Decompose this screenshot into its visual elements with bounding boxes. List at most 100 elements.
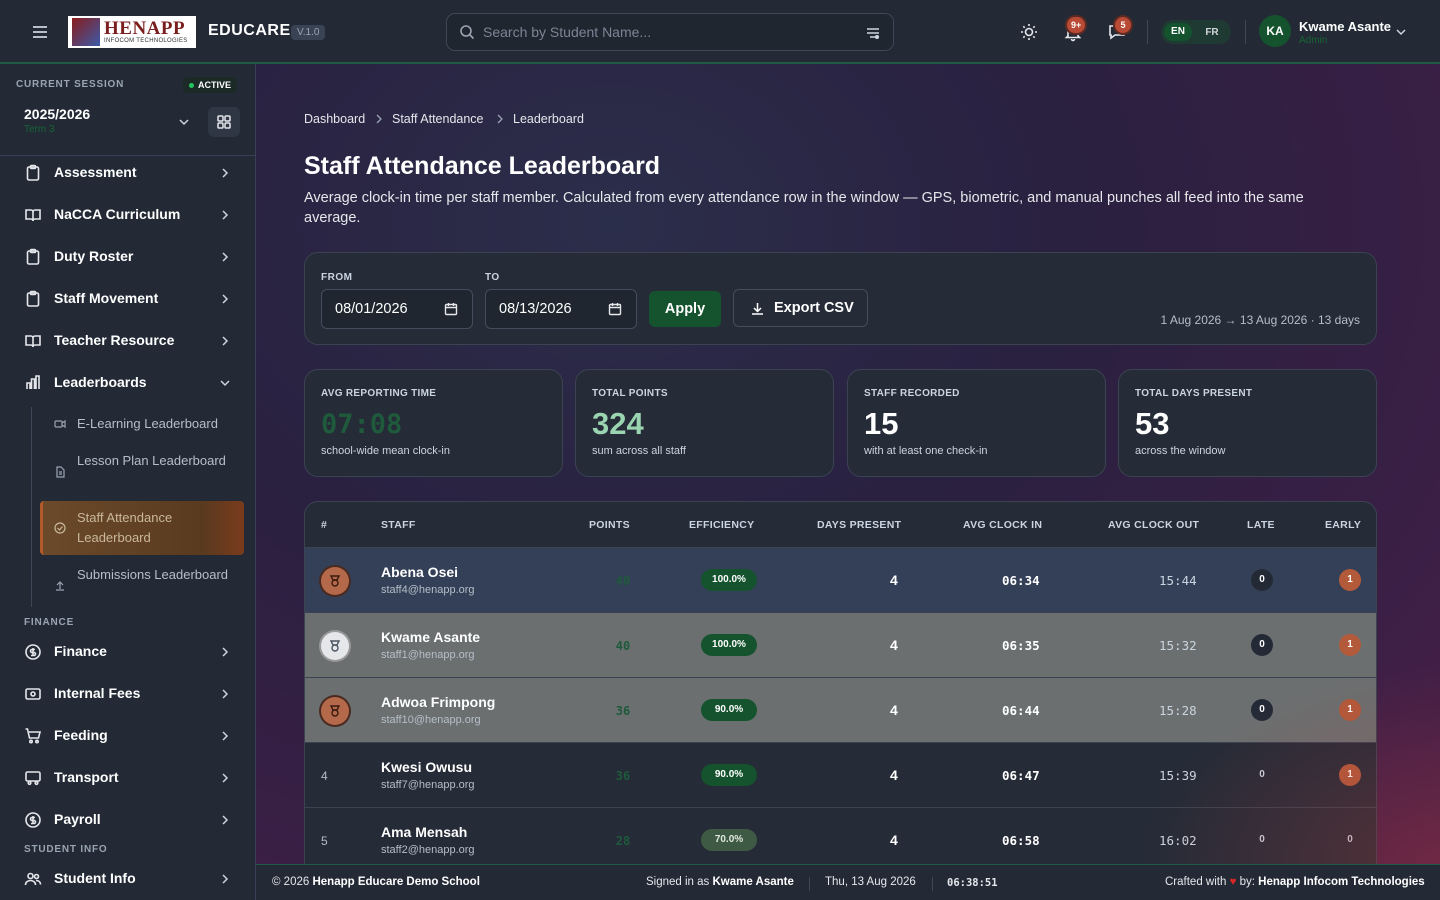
table-row[interactable]: Adwoa Frimpong staff10@henapp.org 36 90.…: [305, 677, 1376, 742]
chevron-right-icon: [222, 252, 229, 262]
sidebar-subitem-label: Staff Attendance Leaderboard: [77, 510, 173, 545]
col-header-days-present[interactable]: DAYS PRESENT: [817, 519, 902, 531]
col-header-points[interactable]: POINTS: [589, 519, 630, 531]
sidebar-subitem-elearning-leaderboard[interactable]: E-Learning Leaderboard: [40, 408, 244, 440]
sidebar-item-assessment[interactable]: Assessment: [0, 152, 255, 194]
kpi-avg-reporting-time: AVG REPORTING TIME 07:08 school-wide mea…: [304, 369, 563, 477]
bronze-medal-icon: [321, 697, 349, 725]
sidebar-item-label: Internal Fees: [54, 685, 141, 701]
sidebar-subitem-submissions-leaderboard[interactable]: Submissions Leaderboard: [40, 560, 244, 610]
staff-email: staff7@henapp.org: [381, 779, 475, 791]
avg-clock-in-value: 06:47: [1002, 768, 1040, 783]
language-switch[interactable]: EN FR: [1161, 20, 1231, 44]
sidebar-item-nacca-curriculum[interactable]: NaCCA Curriculum: [0, 194, 255, 236]
avg-clock-out-value: 15:32: [1159, 638, 1197, 653]
avatar[interactable]: KA: [1259, 15, 1291, 47]
days-present-value: 4: [890, 832, 898, 848]
kpi-staff-recorded: STAFF RECORDED 15 with at least one chec…: [847, 369, 1106, 477]
status-text: ACTIVE: [198, 80, 232, 90]
theme-toggle-icon[interactable]: [1019, 22, 1039, 42]
to-date-input[interactable]: 08/13/2026: [485, 289, 637, 329]
breadcrumb-dashboard[interactable]: Dashboard: [304, 112, 366, 126]
staff-email: staff4@henapp.org: [381, 584, 475, 596]
user-role: Admin: [1299, 35, 1328, 46]
sidebar-item-transport[interactable]: Transport: [0, 757, 255, 799]
avg-clock-in-value: 06:35: [1002, 638, 1040, 653]
col-header-early[interactable]: EARLY: [1325, 519, 1362, 531]
breadcrumb-staff-attendance[interactable]: Staff Attendance: [392, 112, 484, 126]
col-header-avg-clock-in[interactable]: AVG CLOCK IN: [963, 519, 1043, 531]
lang-fr-button[interactable]: FR: [1205, 26, 1219, 38]
version-badge: V.1.0: [291, 25, 326, 40]
avg-clock-out-value: 16:02: [1159, 833, 1197, 848]
chevron-down-icon[interactable]: [1395, 26, 1407, 38]
kpi-total-days-present: TOTAL DAYS PRESENT 53 across the window: [1118, 369, 1377, 477]
logo[interactable]: HENAPP INFOCOM TECHNOLOGIES: [68, 16, 196, 48]
section-title-student-info: STUDENT INFO: [24, 844, 108, 855]
kpi-value: 15: [864, 406, 899, 441]
sidebar-item-label: Finance: [54, 643, 107, 659]
silver-medal-icon: [321, 632, 349, 660]
menu-icon[interactable]: [30, 22, 50, 42]
sidebar-item-feeding[interactable]: Feeding: [0, 715, 255, 757]
col-header-staff[interactable]: STAFF: [381, 519, 416, 531]
heart-icon: ♥: [1229, 876, 1237, 888]
check-circle-icon: [54, 522, 66, 534]
apps-grid-button[interactable]: [208, 107, 240, 137]
sidebar-item-leaderboards[interactable]: Leaderboards: [0, 362, 255, 404]
bronze-medal-icon: [321, 567, 349, 595]
kpi-label: STAFF RECORDED: [864, 388, 960, 399]
footer-company[interactable]: Henapp Infocom Technologies: [1258, 876, 1425, 888]
sidebar: CURRENT SESSION ACTIVE 2025/2026 Term 3 …: [0, 64, 256, 900]
session-label: CURRENT SESSION: [16, 79, 125, 90]
user-name[interactable]: Kwame Asante: [1299, 19, 1391, 34]
sidebar-subitem-staff-attendance-leaderboard[interactable]: Staff Attendance Leaderboard: [40, 501, 244, 555]
days-present-value: 4: [890, 702, 898, 718]
search-box[interactable]: [446, 13, 894, 51]
avg-clock-out-value: 15:39: [1159, 768, 1197, 783]
sidebar-item-finance[interactable]: Finance: [0, 631, 255, 673]
points-value: 36: [615, 769, 631, 783]
sidebar-item-duty-roster[interactable]: Duty Roster: [0, 236, 255, 278]
calendar-icon[interactable]: [608, 302, 622, 316]
points-value: 40: [615, 639, 631, 653]
search-icon: [460, 25, 475, 40]
avg-clock-out-value: 15:44: [1159, 573, 1197, 588]
sidebar-subitem-lesson-plan-leaderboard[interactable]: Lesson Plan Leaderboard: [40, 446, 244, 496]
session-year[interactable]: 2025/2026: [24, 106, 91, 122]
col-header-late[interactable]: LATE: [1247, 519, 1275, 531]
table-row[interactable]: 5 Ama Mensah staff2@henapp.org 28 70.0% …: [305, 807, 1376, 864]
col-header-efficiency[interactable]: EFFICIENCY: [689, 519, 755, 531]
chevron-right-icon: [222, 874, 229, 884]
footer-time: 06:38:51: [947, 877, 998, 889]
cart-icon: [25, 728, 42, 744]
kpi-value: 07:08: [321, 409, 403, 440]
from-date-input[interactable]: 08/01/2026: [321, 289, 473, 329]
lang-en-button[interactable]: EN: [1164, 23, 1192, 41]
sidebar-subitem-label: Lesson Plan Leaderboard: [77, 453, 226, 468]
chevron-down-icon[interactable]: [178, 116, 190, 128]
sidebar-item-internal-fees[interactable]: Internal Fees: [0, 673, 255, 715]
sidebar-item-label: Assessment: [54, 164, 137, 180]
rank-value: 4: [321, 769, 328, 783]
filter-icon[interactable]: [865, 25, 881, 41]
table-row[interactable]: Abena Osei staff4@henapp.org 40 100.0% 4…: [305, 547, 1376, 612]
chevron-down-icon: [220, 380, 230, 387]
download-icon: [752, 303, 763, 315]
apply-button[interactable]: Apply: [649, 291, 721, 327]
table-row[interactable]: 4 Kwesi Owusu staff7@henapp.org 36 90.0%…: [305, 742, 1376, 807]
late-count-badge: 0: [1259, 834, 1265, 845]
export-csv-button[interactable]: Export CSV: [733, 289, 868, 327]
staff-name: Kwame Asante: [381, 629, 481, 645]
kpi-value: 53: [1135, 406, 1170, 441]
sidebar-item-payroll[interactable]: Payroll: [0, 799, 255, 841]
sidebar-item-staff-movement[interactable]: Staff Movement: [0, 278, 255, 320]
search-input[interactable]: [483, 22, 853, 42]
calendar-icon[interactable]: [444, 302, 458, 316]
sidebar-item-label: Staff Movement: [54, 290, 159, 306]
message-badge: 5: [1115, 17, 1131, 33]
sidebar-item-teacher-resource[interactable]: Teacher Resource: [0, 320, 255, 362]
col-header-avg-clock-out[interactable]: AVG CLOCK OUT: [1108, 519, 1200, 531]
sidebar-item-student-info[interactable]: Student Info: [0, 858, 255, 900]
table-row[interactable]: Kwame Asante staff1@henapp.org 40 100.0%…: [305, 612, 1376, 677]
